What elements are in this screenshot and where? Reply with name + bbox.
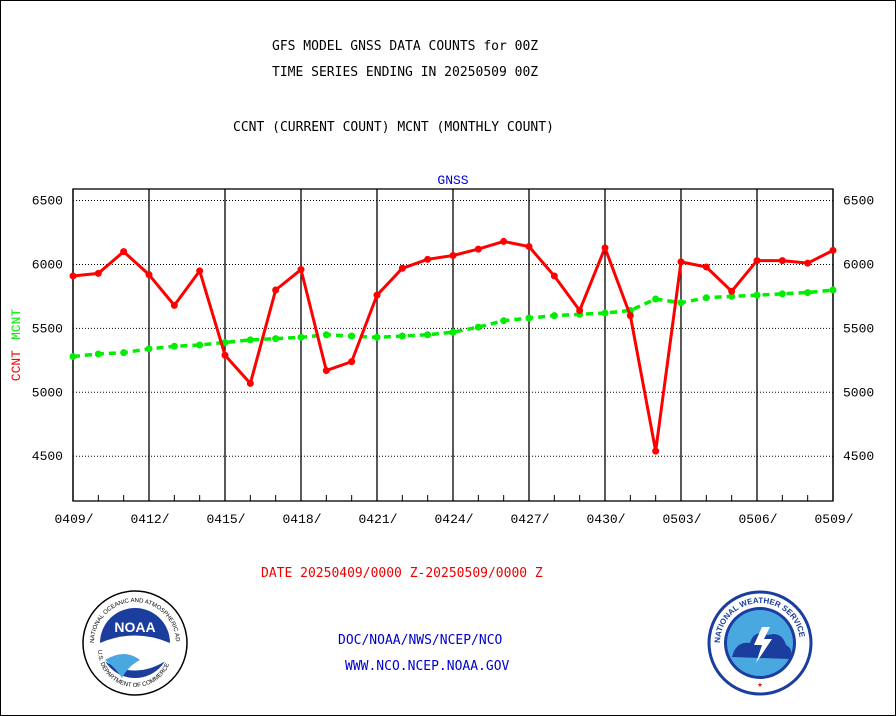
data-point-mcnt: [525, 314, 533, 322]
data-point-mcnt: [753, 291, 761, 299]
data-point-ccnt: [69, 272, 77, 280]
data-point-ccnt: [702, 263, 710, 271]
data-point-ccnt: [398, 264, 406, 272]
x-tick-label: 0421/: [358, 512, 397, 527]
data-point-mcnt: [196, 341, 204, 349]
data-point-ccnt: [474, 245, 482, 253]
chart-subtitle: CCNT (CURRENT COUNT) MCNT (MONTHLY COUNT…: [233, 120, 554, 135]
data-point-ccnt: [196, 267, 204, 275]
data-point-mcnt: [829, 286, 837, 294]
data-point-ccnt: [652, 447, 660, 455]
data-point-mcnt: [778, 290, 786, 298]
y-tick-label-left: 4500: [32, 449, 63, 464]
data-point-ccnt: [94, 269, 102, 277]
data-point-ccnt: [322, 367, 330, 375]
data-point-ccnt: [373, 291, 381, 299]
noaa-logo-text: NOAA: [114, 619, 155, 635]
data-point-mcnt: [322, 331, 330, 339]
y-tick-label-left: 5500: [32, 321, 63, 336]
chart-title-line2: TIME SERIES ENDING IN 20250509 00Z: [272, 65, 539, 80]
data-point-ccnt: [677, 258, 685, 266]
data-point-ccnt: [626, 312, 634, 320]
data-point-ccnt: [170, 301, 178, 309]
data-point-ccnt: [246, 379, 254, 387]
x-tick-label: 0424/: [434, 512, 473, 527]
data-point-mcnt: [702, 294, 710, 302]
data-point-ccnt: [348, 358, 356, 366]
data-point-ccnt: [500, 237, 508, 245]
data-point-mcnt: [348, 332, 356, 340]
data-point-ccnt: [272, 286, 280, 294]
data-point-mcnt: [728, 292, 736, 300]
nco-url-link[interactable]: WWW.NCO.NCEP.NOAA.GOV: [345, 659, 510, 674]
noaa-logo: NOAA NATIONAL OCEANIC AND ATMOSPHERIC AD…: [80, 588, 188, 696]
data-point-ccnt: [550, 272, 558, 280]
data-point-ccnt: [525, 243, 533, 251]
data-point-mcnt: [424, 331, 432, 339]
svg-text:★: ★: [757, 680, 763, 690]
x-tick-label: 0418/: [282, 512, 321, 527]
y-tick-label-left: 5000: [32, 385, 63, 400]
panel-title: GNSS: [437, 173, 468, 188]
x-tick-label: 0412/: [130, 512, 169, 527]
data-point-ccnt: [145, 271, 153, 279]
y-tick-label-right: 5000: [843, 385, 874, 400]
data-point-ccnt: [221, 351, 229, 359]
data-point-ccnt: [449, 251, 457, 259]
data-point-ccnt: [576, 306, 584, 314]
data-point-mcnt: [398, 332, 406, 340]
data-point-mcnt: [145, 345, 153, 353]
x-tick-label: 0427/: [510, 512, 549, 527]
data-point-mcnt: [474, 323, 482, 331]
nws-logo: NATIONAL WEATHER SERVICE ★: [707, 590, 813, 696]
data-point-ccnt: [601, 244, 609, 252]
y-tick-label-right: 6000: [843, 257, 874, 272]
y-tick-label-right: 5500: [843, 321, 874, 336]
data-point-ccnt: [120, 248, 128, 256]
org-label: DOC/NOAA/NWS/NCEP/NCO: [338, 633, 503, 648]
data-point-mcnt: [246, 336, 254, 344]
data-point-mcnt: [449, 328, 457, 336]
y-axis-label: CCNT MCNT: [9, 309, 24, 382]
data-point-mcnt: [500, 317, 508, 325]
x-tick-label: 0506/: [738, 512, 777, 527]
x-tick-label: 0409/: [54, 512, 93, 527]
y-tick-label-left: 6000: [32, 257, 63, 272]
x-tick-label: 0430/: [586, 512, 625, 527]
y-axis-label-mcnt: MCNT: [9, 309, 24, 340]
data-point-mcnt: [601, 309, 609, 317]
data-point-ccnt: [424, 255, 432, 263]
data-point-ccnt: [778, 257, 786, 265]
chart-title-line1: GFS MODEL GNSS DATA COUNTS for 00Z: [272, 39, 539, 54]
data-point-mcnt: [373, 333, 381, 341]
data-point-ccnt: [804, 259, 812, 267]
x-tick-label: 0509/: [814, 512, 853, 527]
data-point-ccnt: [728, 287, 736, 295]
x-tick-label: 0415/: [206, 512, 245, 527]
data-point-mcnt: [170, 342, 178, 350]
y-tick-label-right: 6500: [843, 194, 874, 209]
data-point-mcnt: [804, 289, 812, 297]
data-point-mcnt: [69, 353, 77, 361]
data-point-mcnt: [652, 295, 660, 303]
data-point-mcnt: [94, 350, 102, 358]
data-point-ccnt: [297, 266, 305, 274]
y-tick-label-right: 4500: [843, 449, 874, 464]
data-point-mcnt: [550, 312, 558, 320]
x-tick-label: 0503/: [662, 512, 701, 527]
y-tick-label-left: 6500: [32, 194, 63, 209]
data-point-mcnt: [677, 299, 685, 307]
y-axis-label-ccnt: CCNT: [9, 350, 24, 381]
data-point-mcnt: [120, 349, 128, 357]
data-point-mcnt: [297, 333, 305, 341]
data-point-ccnt: [753, 257, 761, 265]
data-point-mcnt: [272, 335, 280, 343]
date-range-label: DATE 20250409/0000 Z-20250509/0000 Z: [261, 566, 543, 581]
plot-border: [72, 188, 834, 502]
data-point-ccnt: [829, 246, 837, 254]
